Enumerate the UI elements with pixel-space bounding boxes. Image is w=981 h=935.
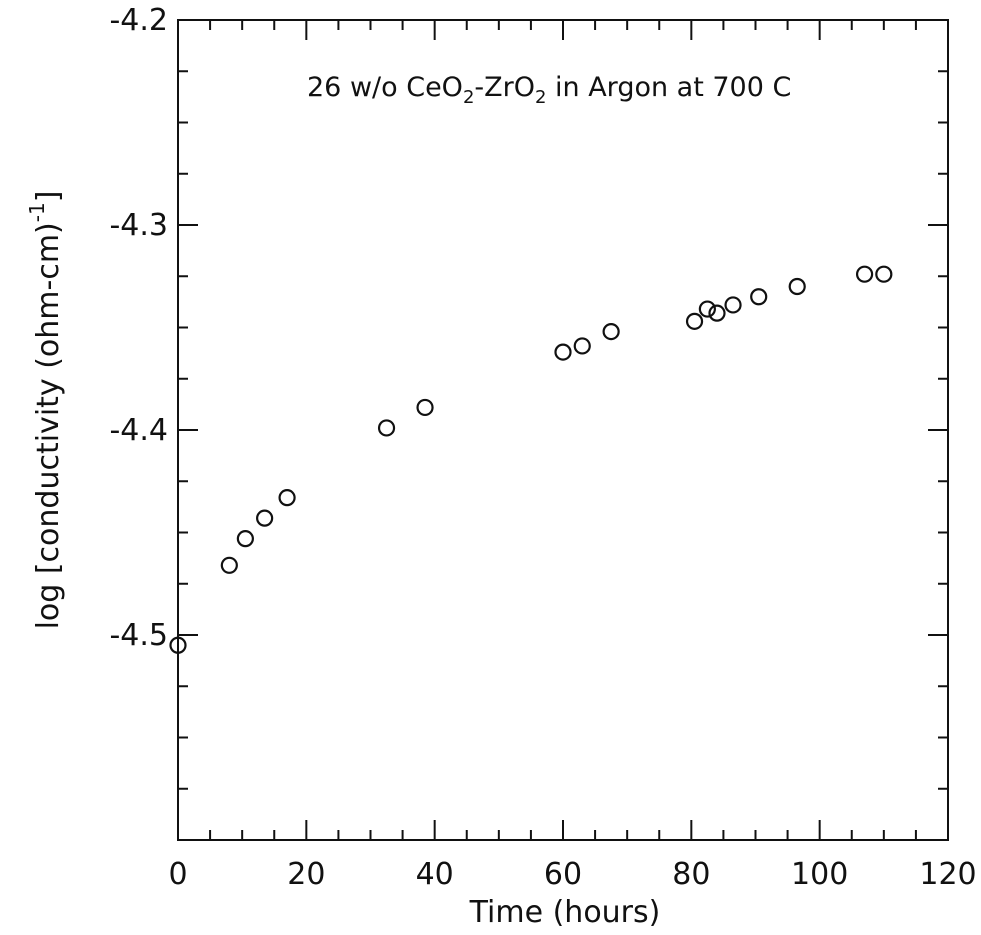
annotation-subscript: 2	[463, 87, 474, 108]
data-point	[377, 419, 396, 437]
data-point	[750, 288, 768, 306]
data-point	[220, 556, 238, 574]
y-axis-title: log [conductivity (ohm-cm)-1]	[25, 191, 66, 630]
data-point	[685, 312, 704, 330]
data-point	[708, 304, 726, 322]
annotation-text: -ZrO	[474, 72, 535, 103]
chart-annotation: 26 w/o CeO2-ZrO2 in Argon at 700 C	[307, 72, 791, 108]
x-tick-labels: 0 20 40 60 80 100 120	[168, 857, 976, 892]
y-axis-title-superscript: -1	[25, 202, 49, 222]
data-point	[278, 489, 296, 507]
data-point	[724, 296, 742, 314]
y-tick-label: -4.2	[109, 3, 168, 38]
minor-ticks	[178, 20, 948, 841]
annotation-text: 26 w/o CeO	[307, 72, 463, 103]
data-point	[236, 530, 254, 548]
y-tick-labels: -4.2 -4.3 -4.4 -4.5	[109, 3, 168, 653]
x-tick-label: 120	[919, 857, 976, 892]
x-tick-label: 20	[287, 857, 325, 892]
x-tick-label: 80	[672, 857, 710, 892]
data-point	[602, 323, 620, 341]
y-tick-label: -4.4	[109, 413, 168, 448]
data-point	[256, 509, 274, 527]
x-tick-label: 40	[416, 857, 454, 892]
x-axis-title: Time (hours)	[469, 895, 661, 930]
data-point	[875, 265, 893, 283]
x-tick-label: 60	[544, 857, 582, 892]
annotation-subscript: 2	[535, 87, 546, 108]
y-tick-label: -4.3	[109, 208, 168, 243]
data-point	[169, 636, 187, 654]
data-point	[698, 300, 716, 318]
data-point	[554, 343, 572, 361]
data-point	[573, 337, 591, 355]
data-point	[416, 398, 434, 417]
y-axis-title-close: ]	[31, 191, 66, 203]
y-tick-label: -4.5	[109, 618, 168, 653]
x-tick-label: 0	[168, 857, 187, 892]
y-axis-title-main: log [conductivity (ohm-cm)	[31, 222, 66, 629]
major-ticks	[177, 19, 949, 840]
plot-frame	[177, 19, 949, 841]
data-point	[788, 277, 806, 296]
x-tick-label: 100	[791, 857, 848, 892]
annotation-text: in Argon at 700 C	[546, 72, 791, 103]
data-point	[855, 265, 874, 283]
data-points	[169, 265, 893, 654]
